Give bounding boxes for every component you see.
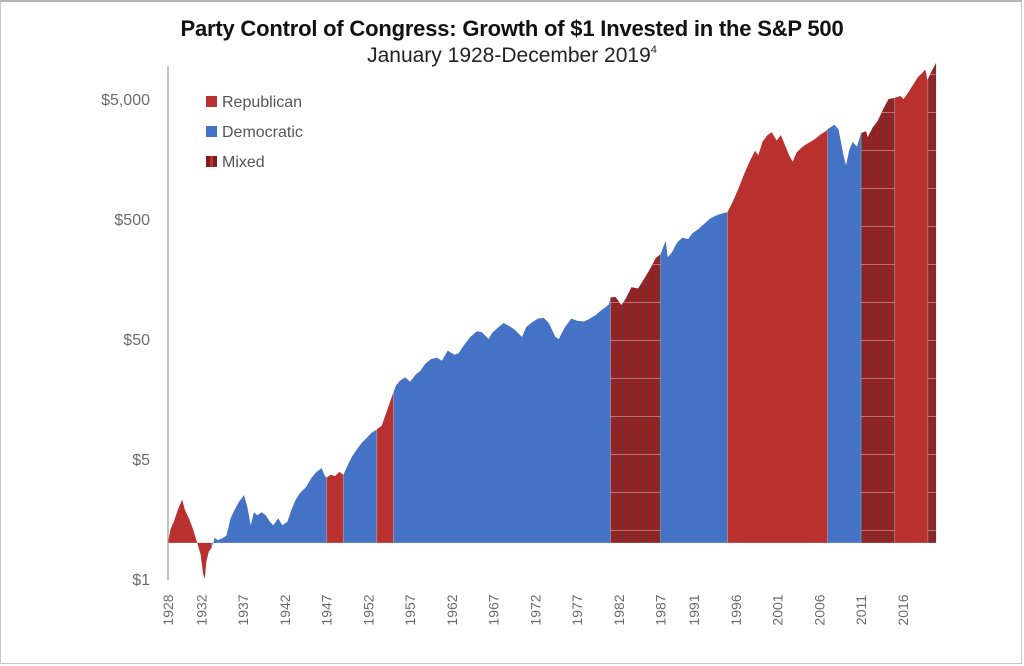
chart-title: Party Control of Congress: Growth of $1 … <box>180 16 844 41</box>
y-tick-label: $50 <box>123 332 150 349</box>
period-area-mixed <box>861 62 895 579</box>
x-tick-label: 2006 <box>811 594 827 625</box>
x-tick-label: 1952 <box>360 594 376 625</box>
period-area-democratic <box>393 62 612 579</box>
y-tick-label: $1 <box>132 572 150 589</box>
legend: Republican Democratic Mixed <box>206 94 303 171</box>
x-tick-label: 1977 <box>569 594 585 625</box>
x-tick-label: 1972 <box>527 594 543 625</box>
x-tick-label: 2001 <box>770 594 786 625</box>
period-area-republican <box>894 62 929 579</box>
x-tick-label: 2016 <box>895 594 911 625</box>
x-tick-label: 2011 <box>853 595 869 625</box>
period-area-republican <box>376 62 395 579</box>
subtitle-footnote: 4 <box>650 44 657 56</box>
x-tick-label: 1982 <box>611 594 627 625</box>
x-tick-label: 1947 <box>319 594 335 625</box>
x-tick-label: 1991 <box>686 594 702 625</box>
period-area-republican <box>727 62 829 579</box>
y-tick-labels: $1 $5 $50 $500 $5,000 <box>101 92 150 589</box>
y-tick-label: $5 <box>132 452 150 469</box>
subtitle-text: January 1928-December 2019 <box>367 44 651 67</box>
x-tick-label: 1937 <box>235 594 251 625</box>
legend-label: Mixed <box>222 154 265 171</box>
period-area-democratic <box>343 62 378 579</box>
x-tick-labels: 1928 1932 1937 1942 1947 1952 1957 1962 1967 1972… <box>160 594 911 625</box>
x-tick-label: 1967 <box>486 594 502 625</box>
legend-label: Republican <box>222 94 302 111</box>
x-tick-label: 1932 <box>193 594 209 625</box>
legend-item-democratic: Democratic <box>206 124 303 141</box>
period-area-republican <box>168 62 212 579</box>
chart-subtitle: January 1928-December 20194 <box>0 44 1024 68</box>
legend-swatch <box>206 96 217 107</box>
x-tick-label: 1996 <box>728 594 744 625</box>
legend-item-mixed: Mixed <box>206 154 265 171</box>
x-tick-label: 1962 <box>444 594 460 625</box>
x-tick-label: 1942 <box>277 594 293 625</box>
period-area-democratic <box>660 62 728 579</box>
x-tick-label: 1928 <box>160 594 176 625</box>
legend-item-republican: Republican <box>206 94 302 111</box>
legend-swatch <box>206 126 217 137</box>
y-tick-label: $5,000 <box>101 92 150 109</box>
x-tick-label: 1987 <box>653 594 669 625</box>
period-area-democratic <box>827 62 862 579</box>
legend-swatch-stripe <box>210 156 213 167</box>
y-tick-label: $500 <box>114 212 150 229</box>
legend-label: Democratic <box>222 124 303 141</box>
period-area-mixed <box>610 62 662 579</box>
period-area-republican <box>326 62 344 579</box>
x-tick-label: 1957 <box>402 594 418 625</box>
period-area-mixed <box>927 62 937 579</box>
